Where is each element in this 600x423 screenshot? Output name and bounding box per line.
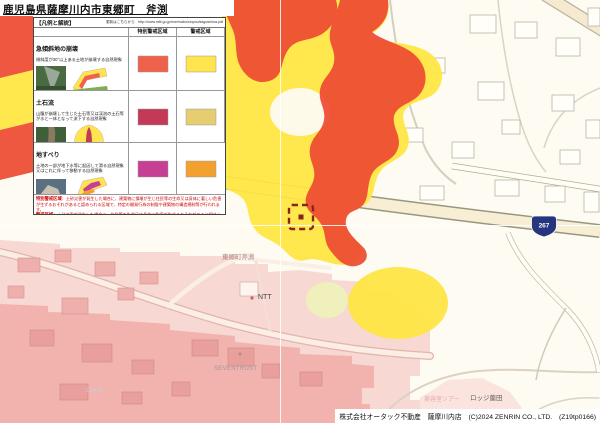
legend-header: 【凡例と解説】 更新はこちらから http://www.mlit.go.jp/r… <box>34 18 225 28</box>
legend-heading: 【凡例と解説】 <box>36 20 75 27</box>
seventrust-label: SEVENTRUST <box>214 366 258 372</box>
landslide-name: 地すべり <box>36 153 60 159</box>
legend-cell <box>177 37 225 91</box>
title-bar: 鹿児島県薩摩川内市東郷町 斧渕 <box>0 0 234 16</box>
legend-cell <box>129 91 177 143</box>
legend-row-debris-flow: 土石流 山腹が崩壊して生じた土石等又は渓流の土石等が水と一体となって流下する自然… <box>34 91 129 143</box>
debris-flow-special-swatch <box>137 108 168 125</box>
white-area-buildings <box>404 7 600 213</box>
credit-label: Credit <box>86 387 104 394</box>
legend-colhead-blank <box>34 28 129 37</box>
debris-flow-desc: 山腹が崩壊して生じた土石等又は渓流の土石等が水と一体となって流下する自然現象 <box>36 111 124 122</box>
cursor-center-dot <box>298 214 304 220</box>
district-label: 東郷町斧渕 <box>222 254 255 261</box>
steep-slope-desc: 傾斜度が30°以上ある土地が崩壊する自然現象 <box>36 57 122 62</box>
legend-panel: 【凡例と解説】 更新はこちらから http://www.mlit.go.jp/r… <box>33 17 226 215</box>
landslide-desc: 土地の一部が地下水等に起因して滑る自然現象又はこれに伴って移動する自然現象 <box>36 163 124 174</box>
map-cursor-marker[interactable] <box>287 203 315 231</box>
note-special-text: ：土砂災害が発生した場合に、建築物に損壊が生じ住民等の生命又は身体に著しい危害が… <box>36 196 222 212</box>
legend-row-steep-slope: 急傾斜地の崩壊 傾斜度が30°以上ある土地が崩壊する自然現象 <box>34 37 129 91</box>
landslide-diagram <box>77 176 108 194</box>
lodge-label: ロッジ薗田 <box>470 395 503 402</box>
attribution-text: 株式会社オータック不動産 薩摩川内店 (C)2024 ZENRIN CO., L… <box>339 414 596 421</box>
legend-cell <box>177 91 225 143</box>
landslide-photo <box>36 179 66 194</box>
legend-cell <box>129 143 177 195</box>
legend-notes: 特別警戒区域：土砂災害が発生した場合に、建築物に損壊が生じ住民等の生命又は身体に… <box>34 195 225 215</box>
legend-table: 特別警戒区域 警戒区域 急傾斜地の崩壊 傾斜度が30°以上ある土地が崩壊する自然… <box>34 28 225 195</box>
debris-flow-warning-swatch <box>185 108 216 125</box>
debris-flow-photo <box>36 127 66 142</box>
page-title: 鹿児島県薩摩川内市東郷町 斧渕 <box>3 4 168 16</box>
hazard-special-zones <box>0 0 426 267</box>
pale-zone-blob <box>306 282 348 318</box>
note-special-label: 特別警戒区域 <box>36 196 62 201</box>
debris-flow-name: 土石流 <box>36 101 55 107</box>
steep-slope-diagram <box>71 67 108 90</box>
note-special: 特別警戒区域：土砂災害が発生した場合に、建築物に損壊が生じ住民等の生命又は身体に… <box>36 196 223 212</box>
attribution-bar: 株式会社オータック不動産 薩摩川内店 (C)2024 ZENRIN CO., L… <box>335 409 600 423</box>
legend-cell <box>129 37 177 91</box>
landslide-warning-swatch <box>185 160 217 177</box>
debris-flow-diagram <box>74 124 104 142</box>
note-warning-label: 警戒区域 <box>36 212 54 215</box>
steep-slope-name: 急傾斜地の崩壊 <box>36 47 79 53</box>
salon-label: 美容室ソアー <box>424 397 460 403</box>
note-warning: 警戒区域：土砂災害が発生した場合に、住民等の生命又は身体に危害が生ずるおそれがあ… <box>36 212 223 215</box>
route-number-label: 267 <box>539 223 550 230</box>
note-warning-text: ：土砂災害が発生した場合に、住民等の生命又は身体に危害が生ずるおそれがあると認め… <box>53 212 221 215</box>
seventrust-poi-dot <box>238 352 242 356</box>
legend-colhead-warning: 警戒区域 <box>177 28 225 37</box>
legend-update-link[interactable]: 更新はこちらから http://www.mlit.go.jp/river/sab… <box>105 20 223 24</box>
ntt-label: NTT <box>258 294 272 301</box>
legend-colhead-special: 特別警戒区域 <box>129 28 177 37</box>
landslide-special-swatch <box>137 160 168 177</box>
zone-gap <box>270 88 330 136</box>
route-267-shield: 267 <box>531 215 557 238</box>
legend-cell <box>177 143 225 195</box>
ntt-poi-dot <box>250 296 254 300</box>
steep-slope-photo <box>36 66 66 90</box>
steep-slope-special-swatch <box>137 55 168 72</box>
pink-area-buildings <box>7 249 323 405</box>
legend-row-landslide: 地すべり 土地の一部が地下水等に起因して滑る自然現象又はこれに伴って移動する自然… <box>34 143 129 195</box>
steep-slope-warning-swatch <box>185 55 216 72</box>
